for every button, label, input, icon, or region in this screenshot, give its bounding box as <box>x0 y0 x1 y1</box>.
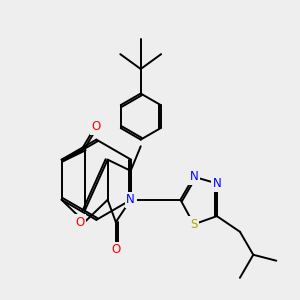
Text: O: O <box>111 243 120 256</box>
Text: N: N <box>190 170 198 183</box>
Text: O: O <box>76 216 85 229</box>
Text: O: O <box>92 120 101 133</box>
Text: N: N <box>212 177 221 190</box>
Text: N: N <box>126 193 135 206</box>
Text: S: S <box>190 218 197 231</box>
